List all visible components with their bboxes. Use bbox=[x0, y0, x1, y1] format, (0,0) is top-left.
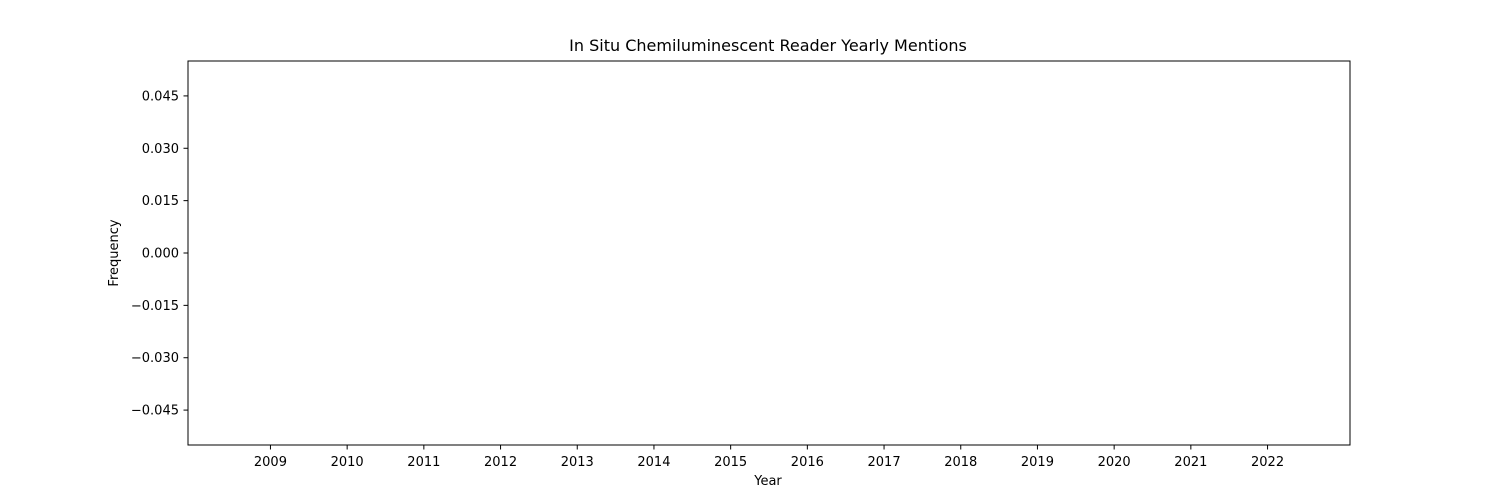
x-tick-label: 2013 bbox=[561, 455, 594, 470]
x-tick-label: 2016 bbox=[791, 455, 824, 470]
x-tick-label: 2018 bbox=[944, 455, 977, 470]
x-tick-label: 2012 bbox=[484, 455, 517, 470]
plot-frame bbox=[187, 60, 1351, 446]
x-tick-label: 2022 bbox=[1251, 455, 1284, 470]
x-tick-label: 2009 bbox=[254, 455, 287, 470]
x-tick-label: 2010 bbox=[331, 455, 364, 470]
y-tick-label: 0.045 bbox=[142, 89, 179, 104]
x-tick-label: 2019 bbox=[1021, 455, 1054, 470]
y-tick-label: −0.045 bbox=[131, 404, 179, 419]
chart-title: In Situ Chemiluminescent Reader Yearly M… bbox=[569, 36, 967, 55]
x-axis-ticks: 2009 2010 2011 2012 2013 2014 2015 2016 2017 2018… bbox=[254, 445, 1284, 470]
y-tick-label: 0.000 bbox=[142, 247, 179, 262]
x-axis-label: Year bbox=[753, 474, 782, 489]
y-axis-ticks: 0.045 0.030 0.015 0.000 −0.015 −0.030 −0.045 bbox=[131, 89, 188, 419]
x-tick-label: 2017 bbox=[868, 455, 901, 470]
x-tick-label: 2015 bbox=[714, 455, 747, 470]
x-tick-label: 2011 bbox=[407, 455, 440, 470]
y-tick-label: −0.015 bbox=[131, 299, 179, 314]
x-tick-label: 2020 bbox=[1098, 455, 1131, 470]
plot-area bbox=[187, 60, 1351, 446]
y-tick-label: −0.030 bbox=[131, 351, 179, 366]
x-tick-label: 2021 bbox=[1174, 455, 1207, 470]
y-axis-label: Frequency bbox=[107, 219, 122, 286]
y-tick-label: 0.015 bbox=[142, 194, 179, 209]
y-tick-label: 0.030 bbox=[142, 142, 179, 157]
x-tick-label: 2014 bbox=[637, 455, 670, 470]
